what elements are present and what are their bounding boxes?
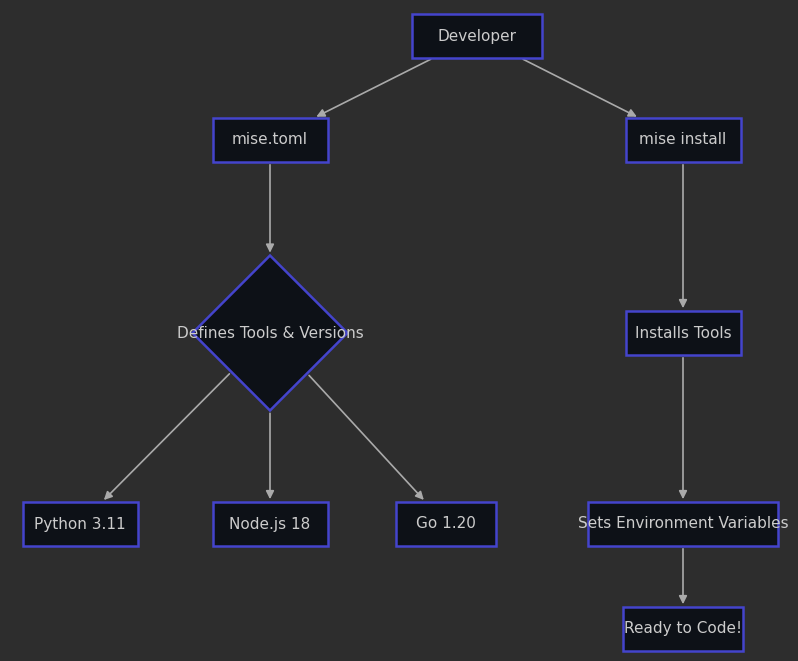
Text: mise.toml: mise.toml (232, 132, 308, 147)
Text: mise install: mise install (639, 132, 727, 147)
Text: Defines Tools & Versions: Defines Tools & Versions (176, 325, 363, 340)
FancyBboxPatch shape (623, 607, 743, 651)
FancyBboxPatch shape (626, 311, 741, 355)
Text: Go 1.20: Go 1.20 (416, 516, 476, 531)
Text: Installs Tools: Installs Tools (634, 325, 731, 340)
Text: Python 3.11: Python 3.11 (34, 516, 126, 531)
FancyBboxPatch shape (396, 502, 496, 546)
Text: Ready to Code!: Ready to Code! (624, 621, 742, 637)
FancyBboxPatch shape (588, 502, 778, 546)
FancyBboxPatch shape (212, 118, 327, 162)
Text: Sets Environment Variables: Sets Environment Variables (578, 516, 788, 531)
Text: Developer: Developer (437, 28, 516, 44)
Text: Node.js 18: Node.js 18 (229, 516, 310, 531)
FancyBboxPatch shape (626, 118, 741, 162)
FancyBboxPatch shape (212, 502, 327, 546)
FancyBboxPatch shape (412, 14, 542, 58)
Polygon shape (192, 256, 347, 410)
FancyBboxPatch shape (22, 502, 137, 546)
